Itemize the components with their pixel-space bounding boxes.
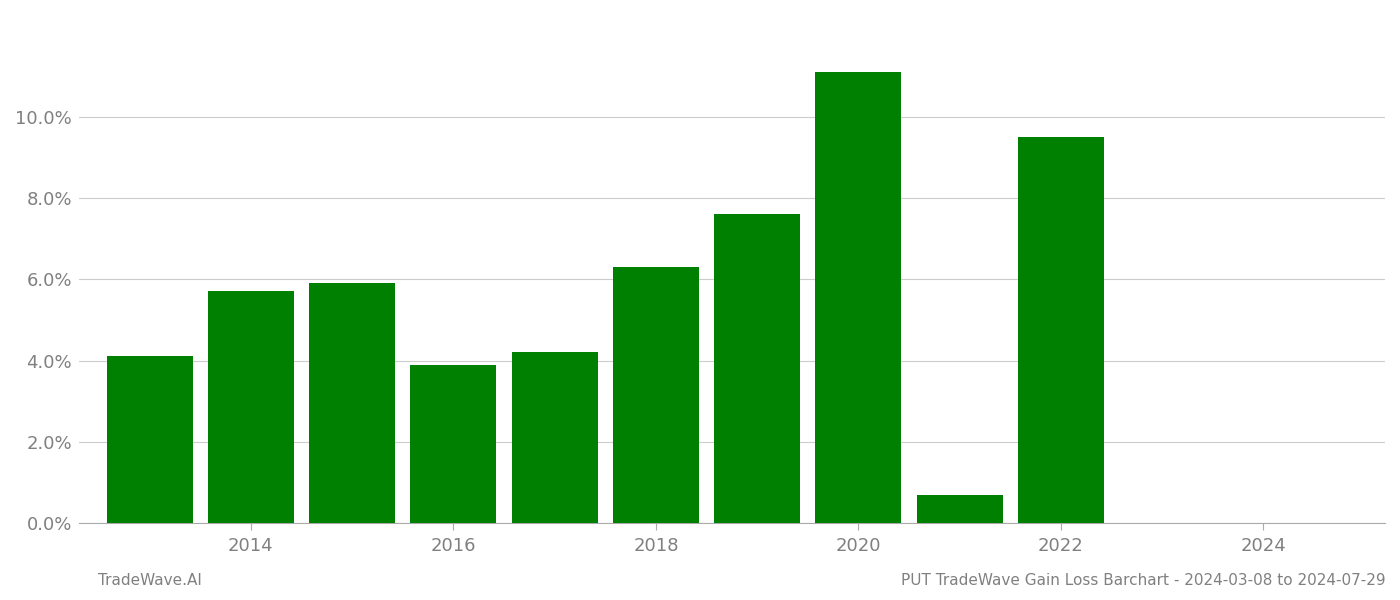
- Text: TradeWave.AI: TradeWave.AI: [98, 573, 202, 588]
- Bar: [917, 494, 1002, 523]
- Bar: [106, 356, 193, 523]
- Bar: [714, 214, 801, 523]
- Bar: [410, 365, 497, 523]
- Bar: [309, 283, 395, 523]
- Bar: [815, 72, 902, 523]
- Bar: [1018, 137, 1105, 523]
- Text: PUT TradeWave Gain Loss Barchart - 2024-03-08 to 2024-07-29: PUT TradeWave Gain Loss Barchart - 2024-…: [902, 573, 1386, 588]
- Bar: [207, 292, 294, 523]
- Bar: [511, 352, 598, 523]
- Bar: [613, 267, 699, 523]
